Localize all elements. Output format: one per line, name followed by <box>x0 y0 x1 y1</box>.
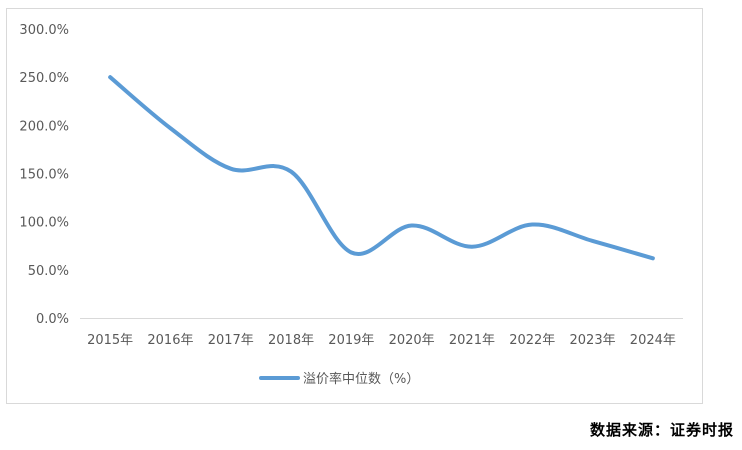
chart-frame <box>6 8 703 404</box>
y-tick-label: 0.0% <box>36 312 69 327</box>
x-tick-label: 2019年 <box>328 333 374 348</box>
series-line-premium-median <box>108 75 655 261</box>
x-tick-label: 2021年 <box>449 333 495 348</box>
x-tick-label: 2020年 <box>389 333 435 348</box>
x-tick-label: 2017年 <box>208 333 254 348</box>
legend-label: 溢价率中位数（%） <box>303 371 419 387</box>
x-tick-label: 2023年 <box>570 333 616 348</box>
x-tick-label: 2015年 <box>87 333 133 348</box>
x-axis: 2015年 2016年 2017年 2018年 2019年 2020年 2021年 2022年… <box>87 333 676 348</box>
y-tick-label: 100.0% <box>19 216 69 231</box>
x-tick-label: 2022年 <box>509 333 555 348</box>
y-tick-label: 250.0% <box>19 71 69 86</box>
y-tick-label: 150.0% <box>19 168 69 183</box>
data-source-note: 数据来源：证券时报 <box>589 421 734 439</box>
x-tick-label: 2018年 <box>268 333 314 348</box>
y-tick-label: 300.0% <box>19 23 69 38</box>
x-tick-label: 2024年 <box>630 333 676 348</box>
y-tick-label: 50.0% <box>28 264 69 279</box>
x-tick-label: 2016年 <box>147 333 193 348</box>
legend: 溢价率中位数（%） <box>259 371 419 387</box>
y-axis: 0.0% 50.0% 100.0% 150.0% 200.0% 250.0% 300.0% <box>19 23 69 327</box>
y-tick-label: 200.0% <box>19 119 69 134</box>
